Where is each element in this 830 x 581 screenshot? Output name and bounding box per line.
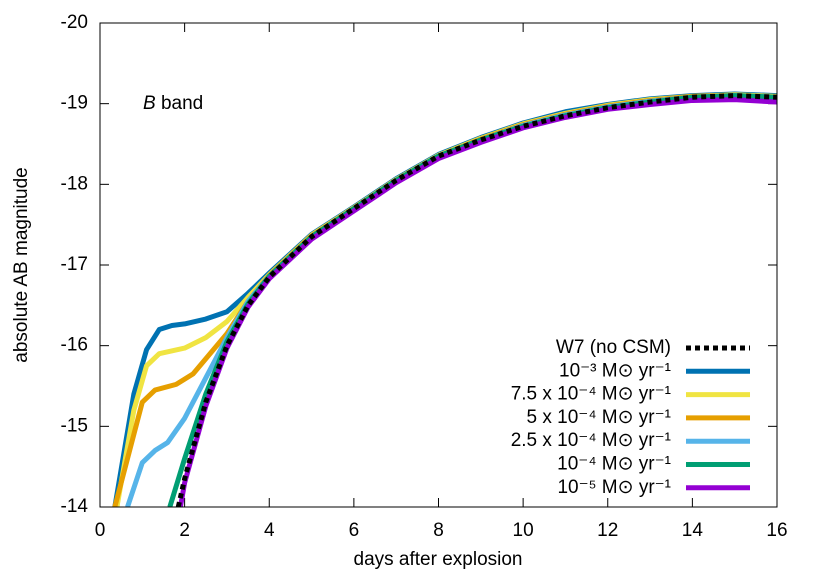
y-tick-label: -14 [61,496,89,517]
legend-label: W7 (no CSM) [556,337,671,358]
series-line [167,93,777,507]
y-tick-label: -15 [61,415,88,436]
x-tick-label: 16 [766,520,787,541]
legend-label: 10⁻⁴ M⊙ yr⁻¹ [557,454,671,475]
x-tick-label: 14 [682,520,704,541]
y-tick-label: -17 [61,254,88,275]
legend-label: 10⁻⁵ M⊙ yr⁻¹ [557,477,671,498]
x-axis-label: days after explosion [354,549,523,570]
y-tick-label: -16 [61,335,88,356]
y-tick-label: -18 [61,173,88,194]
plot-area [112,91,777,507]
y-tick-label: -19 [61,93,88,114]
x-tick-label: 12 [597,520,618,541]
legend-label: 5 x 10⁻⁴ M⊙ yr⁻¹ [527,407,671,428]
x-tick-label: 0 [95,520,106,541]
x-tick-label: 4 [264,520,275,541]
y-tick-label: -20 [61,12,88,33]
legend-label: 2.5 x 10⁻⁴ M⊙ yr⁻¹ [511,430,671,451]
x-tick-label: 2 [179,520,190,541]
x-tick-label: 10 [513,520,534,541]
series-line [177,97,777,507]
legend-label: 7.5 x 10⁻⁴ M⊙ yr⁻¹ [511,384,671,405]
x-tick-label: 6 [349,520,360,541]
x-tick-label: 8 [433,520,444,541]
series-line [175,93,777,507]
annotation-text: band [161,93,203,114]
plot-frame [99,22,778,508]
series-line [125,93,777,507]
y-axis-label: absolute AB magnitude [11,167,32,362]
annotation: B band [143,93,203,114]
legend-label: 10⁻³ M⊙ yr⁻¹ [559,360,671,381]
annotation-italic: B [143,93,156,114]
